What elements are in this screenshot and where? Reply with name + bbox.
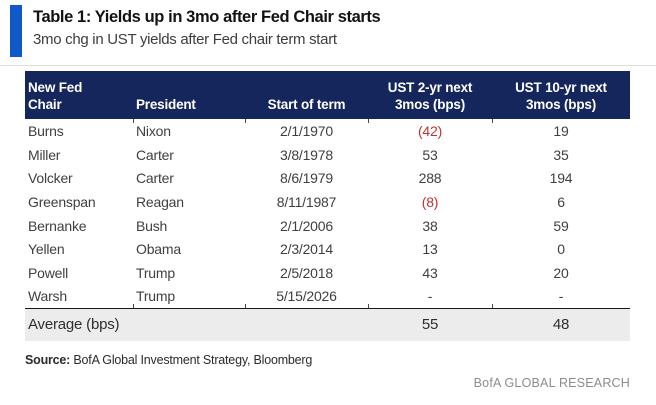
cell-start-of-term: 3/8/1978	[280, 146, 333, 163]
cell-ust10: 20	[553, 264, 569, 281]
cell-ust10: 194	[549, 170, 573, 187]
column-tick	[245, 119, 246, 123]
cell-president: Trump	[136, 264, 175, 281]
column-tick	[133, 119, 134, 123]
cell-chair: Miller	[28, 146, 61, 163]
cell-start-of-term: 5/15/2026	[276, 288, 337, 305]
cell-chair: Bernanke	[28, 217, 87, 234]
column-header-ust-10yr: UST 10-yr next 3mos (bps)	[515, 80, 607, 113]
column-tick	[368, 304, 369, 308]
cell-ust2: 53	[422, 146, 438, 163]
source-note: Source: BofA Global Investment Strategy,…	[25, 353, 656, 367]
average-ust2: 55	[421, 316, 439, 334]
cell-chair: Warsh	[28, 288, 67, 305]
column-tick	[492, 119, 493, 123]
cell-president: Nixon	[136, 122, 171, 139]
cell-ust10: 59	[553, 217, 569, 234]
cell-start-of-term: 2/1/2006	[280, 217, 333, 234]
cell-chair: Greenspan	[28, 193, 96, 210]
column-tick	[368, 119, 369, 123]
cell-chair: Powell	[28, 264, 69, 281]
bofa-global-research-brand: BofA GLOBAL RESEARCH	[473, 375, 630, 390]
cell-president: Bush	[136, 217, 168, 234]
column-header-ust-2yr: UST 2-yr next 3mos (bps)	[387, 80, 473, 113]
average-label: Average (bps)	[28, 316, 120, 334]
column-header-president: President	[136, 97, 196, 113]
cell-ust2: (8)	[421, 193, 439, 210]
cell-start-of-term: 2/3/2014	[280, 241, 333, 258]
cell-start-of-term: 8/11/1987	[276, 193, 337, 210]
separator-line	[0, 65, 656, 66]
source-label: Source:	[25, 352, 71, 367]
table-row-greenspan: Greenspan Reagan 8/11/1987 (8) 6	[25, 190, 630, 214]
cell-chair: Yellen	[28, 241, 65, 258]
cell-chair: Burns	[28, 122, 64, 139]
column-tick	[133, 304, 134, 308]
title-accent-bar	[10, 5, 22, 57]
table-row-warsh: Warsh Trump 5/15/2026 - -	[25, 285, 630, 309]
source-text: BofA Global Investment Strategy, Bloombe…	[70, 352, 313, 367]
cell-start-of-term: 2/1/1970	[280, 122, 333, 139]
table-row-burns: Burns Nixon 2/1/1970 (42) 19	[25, 119, 630, 143]
title-block: Table 1: Yields up in 3mo after Fed Chai…	[0, 0, 656, 58]
cell-president: Obama	[136, 241, 181, 258]
figure-title: Table 1: Yields up in 3mo after Fed Chai…	[33, 8, 381, 26]
header-row: New Fed Chair President Start of term UST…	[25, 71, 630, 119]
cell-ust10: 0	[557, 241, 565, 258]
table-header: New Fed Chair President Start of term UST…	[25, 71, 630, 119]
table-row-bernanke: Bernanke Bush 2/1/2006 38 59	[25, 214, 630, 238]
average-ust10: 48	[552, 316, 570, 334]
yields-data-table: New Fed Chair President Start of term UST…	[25, 71, 630, 341]
cell-start-of-term: 8/6/1979	[280, 170, 333, 187]
cell-ust2: 13	[422, 241, 438, 258]
table-row-powell: Powell Trump 2/5/2018 43 20	[25, 261, 630, 285]
cell-president: Trump	[136, 288, 175, 305]
cell-president: Carter	[136, 170, 174, 187]
average-row: Average (bps) 55 48	[25, 308, 630, 341]
column-header-new-fed-chair: New Fed Chair	[28, 80, 83, 113]
cell-ust10: 19	[553, 122, 569, 139]
figure-subtitle: 3mo chg in UST yields after Fed chair te…	[33, 30, 337, 48]
cell-president: Carter	[136, 146, 174, 163]
cell-start-of-term: 2/5/2018	[280, 264, 333, 281]
cell-ust2: 43	[422, 264, 438, 281]
table-row-miller: Miller Carter 3/8/1978 53 35	[25, 143, 630, 167]
cell-ust10: 6	[557, 193, 565, 210]
column-tick	[492, 304, 493, 308]
cell-chair: Volcker	[28, 170, 73, 187]
cell-ust10: 35	[553, 146, 569, 163]
column-header-start-of-term: Start of term	[267, 97, 346, 113]
column-tick	[245, 304, 246, 308]
cell-ust2: (42)	[417, 122, 443, 139]
cell-ust2: -	[427, 288, 433, 305]
table-body: Burns Nixon 2/1/1970 (42) 19 Miller Cart…	[25, 119, 630, 341]
yields-table: New Fed Chair President Start of term UST…	[25, 71, 630, 341]
cell-president: Reagan	[136, 193, 184, 210]
table-row-yellen: Yellen Obama 2/3/2014 13 0	[25, 237, 630, 261]
cell-ust2: 288	[418, 170, 442, 187]
cell-ust10: -	[558, 288, 564, 305]
table-row-volcker: Volcker Carter 8/6/1979 288 194	[25, 166, 630, 190]
cell-ust2: 38	[422, 217, 438, 234]
